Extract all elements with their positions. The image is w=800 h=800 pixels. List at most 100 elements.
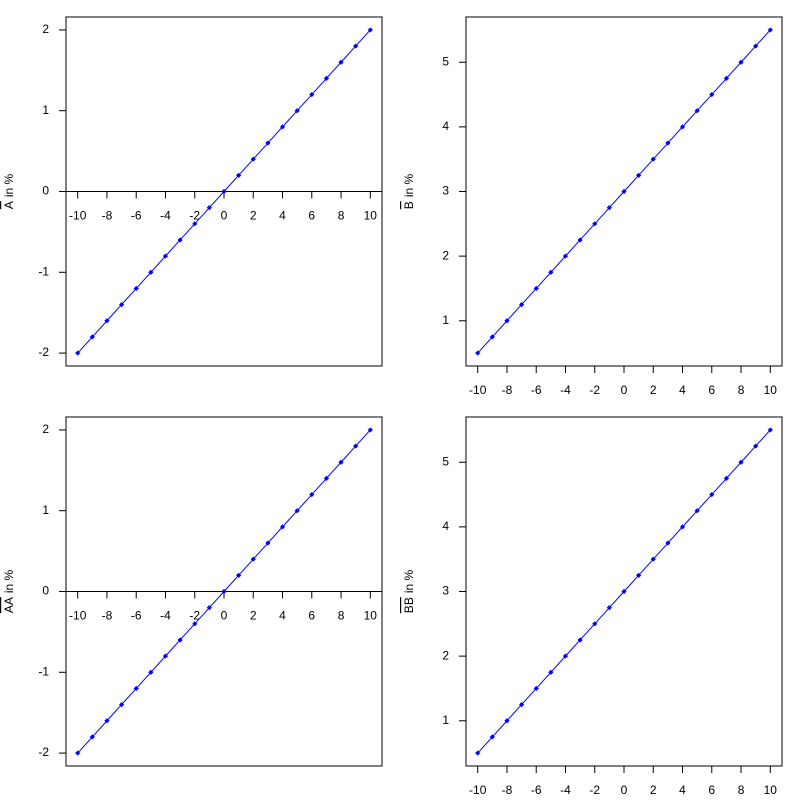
y-axis-label: Ain % bbox=[2, 173, 16, 209]
x-tick-label: 2 bbox=[650, 383, 657, 397]
point bbox=[265, 540, 271, 546]
point bbox=[104, 318, 110, 324]
x-tick-label: 8 bbox=[738, 783, 745, 797]
x-tick-label: 4 bbox=[679, 383, 686, 397]
y-tick-label: 1 bbox=[42, 503, 49, 517]
x-tick-label: 6 bbox=[308, 209, 315, 223]
point bbox=[709, 491, 715, 498]
point bbox=[665, 140, 671, 146]
point bbox=[504, 718, 510, 724]
point bbox=[118, 702, 125, 708]
x-tick-label: -8 bbox=[102, 209, 113, 223]
x-tick-label: 8 bbox=[338, 609, 345, 623]
point bbox=[562, 653, 569, 659]
x-tick-label: -4 bbox=[560, 383, 571, 397]
point bbox=[162, 653, 169, 659]
point bbox=[148, 269, 154, 275]
point bbox=[533, 285, 539, 292]
point bbox=[592, 621, 598, 627]
point bbox=[250, 156, 256, 162]
x-tick-label: 10 bbox=[364, 609, 378, 623]
point bbox=[323, 75, 330, 81]
x-tick-label: -6 bbox=[531, 783, 542, 797]
y-axis-label: AA in % bbox=[2, 569, 16, 613]
point bbox=[709, 91, 715, 98]
point bbox=[753, 443, 759, 449]
point bbox=[636, 572, 642, 578]
y-tick-label: 3 bbox=[442, 584, 449, 598]
x-tick-label: -10 bbox=[469, 783, 487, 797]
x-tick-label: 8 bbox=[338, 209, 345, 223]
y-axis-label-rest: in % bbox=[2, 173, 16, 197]
y-axis-label-rest: in % bbox=[2, 569, 16, 593]
x-tick-label: -8 bbox=[102, 609, 113, 623]
point bbox=[279, 524, 286, 530]
y-axis-label-over: BB bbox=[402, 597, 416, 613]
point bbox=[592, 221, 598, 227]
y-tick-label: 3 bbox=[442, 184, 449, 198]
y-tick-label: 4 bbox=[442, 519, 449, 533]
y-tick-label: 5 bbox=[442, 454, 449, 468]
point bbox=[650, 556, 656, 562]
point bbox=[236, 572, 242, 578]
point bbox=[148, 669, 154, 675]
point bbox=[738, 459, 744, 465]
point bbox=[767, 427, 773, 433]
x-tick-label: 2 bbox=[250, 209, 257, 223]
point bbox=[518, 302, 525, 308]
point bbox=[75, 750, 81, 756]
x-tick-label: 4 bbox=[679, 783, 686, 797]
y-tick-label: 2 bbox=[442, 648, 449, 662]
x-tick-label: -2 bbox=[189, 609, 200, 623]
y-axis-label-over: A bbox=[2, 201, 16, 209]
y-tick-label: 4 bbox=[442, 119, 449, 133]
x-tick-label: 4 bbox=[279, 209, 286, 223]
y-axis-label: Bin % bbox=[402, 173, 416, 209]
y-tick-label: 0 bbox=[42, 584, 49, 598]
y-tick-label: -2 bbox=[38, 745, 49, 759]
point bbox=[192, 621, 198, 627]
point bbox=[221, 188, 227, 195]
y-axis-label-over: B bbox=[402, 201, 416, 209]
point bbox=[133, 285, 139, 292]
point bbox=[533, 685, 539, 692]
y-axis-label: BB in % bbox=[402, 569, 416, 613]
point bbox=[577, 637, 583, 643]
point bbox=[518, 702, 525, 708]
y-tick-label: -2 bbox=[38, 345, 49, 359]
point bbox=[353, 43, 359, 49]
x-tick-label: -4 bbox=[160, 609, 171, 623]
x-tick-label: 10 bbox=[764, 383, 778, 397]
point bbox=[548, 669, 554, 675]
point bbox=[236, 172, 242, 178]
x-tick-label: -2 bbox=[189, 209, 200, 223]
point bbox=[606, 205, 612, 211]
y-tick-label: 2 bbox=[442, 248, 449, 262]
point bbox=[338, 59, 344, 65]
x-tick-label: 4 bbox=[279, 609, 286, 623]
x-tick-label: 8 bbox=[738, 383, 745, 397]
point bbox=[621, 588, 627, 595]
point bbox=[679, 124, 686, 130]
point bbox=[118, 302, 125, 308]
point bbox=[548, 269, 554, 275]
point bbox=[577, 237, 583, 243]
point bbox=[221, 588, 227, 595]
point bbox=[177, 637, 183, 643]
point bbox=[489, 734, 495, 740]
x-tick-label: 6 bbox=[308, 609, 315, 623]
point bbox=[694, 508, 700, 514]
x-tick-label: -4 bbox=[560, 783, 571, 797]
x-tick-label: -10 bbox=[69, 209, 87, 223]
point bbox=[192, 221, 198, 227]
x-tick-label: 10 bbox=[764, 783, 778, 797]
x-tick-label: -6 bbox=[131, 209, 142, 223]
x-tick-label: 0 bbox=[221, 209, 228, 223]
x-tick-label: 2 bbox=[250, 609, 257, 623]
point bbox=[89, 334, 95, 340]
y-tick-label: -1 bbox=[38, 664, 49, 678]
point bbox=[133, 685, 139, 692]
point bbox=[265, 140, 271, 146]
x-tick-label: 6 bbox=[708, 383, 715, 397]
